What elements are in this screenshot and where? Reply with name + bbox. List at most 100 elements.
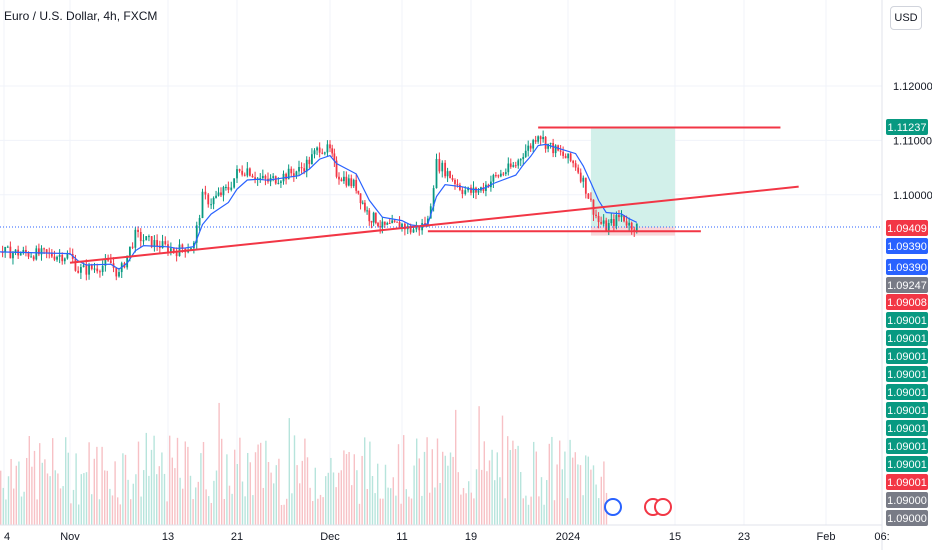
volume-bar xyxy=(353,454,355,525)
candle-body xyxy=(207,194,210,205)
volume-bar xyxy=(603,461,605,525)
volume-bar xyxy=(280,504,283,525)
candle-body xyxy=(167,244,169,253)
volume-bar xyxy=(270,472,272,525)
volume-bar xyxy=(176,437,179,525)
candle-body xyxy=(137,229,139,232)
volume-bar xyxy=(447,465,449,525)
volume-bar xyxy=(582,495,584,525)
candle-body xyxy=(562,151,565,156)
volume-bar xyxy=(98,499,101,525)
volume-bar xyxy=(262,487,264,525)
candle-body xyxy=(401,223,403,229)
candle-body xyxy=(27,252,30,257)
price-tag-label: 1.11237 xyxy=(888,122,927,134)
volume-bar xyxy=(405,489,407,525)
candle-body xyxy=(366,210,368,212)
candle-body xyxy=(572,160,575,164)
time-tick-label: Dec xyxy=(320,531,340,543)
time-tick-label: Nov xyxy=(60,531,80,543)
candle-body xyxy=(254,177,256,180)
volume-bar xyxy=(104,470,106,525)
candle-body xyxy=(451,178,454,180)
volume-bar xyxy=(124,454,127,525)
volume-bar xyxy=(382,498,384,525)
price-tag-label: 1.09247 xyxy=(887,280,927,292)
candle-body xyxy=(56,256,58,260)
candle-body xyxy=(338,176,340,180)
volume-bar xyxy=(465,493,467,525)
price-tag-box xyxy=(886,277,928,293)
volume-bar xyxy=(330,457,332,525)
volume-bar xyxy=(13,488,15,525)
candle-body xyxy=(178,244,181,257)
candle-body xyxy=(459,184,461,190)
candle-body xyxy=(175,251,178,257)
volume-bar xyxy=(499,477,501,525)
volume-bar xyxy=(83,473,85,525)
candle-body xyxy=(577,167,580,173)
volume-bar xyxy=(150,449,153,525)
price-tag-box xyxy=(886,220,928,236)
volume-bar xyxy=(33,450,36,525)
candle-body xyxy=(582,177,585,182)
volume-bar xyxy=(26,457,28,525)
volume-bar xyxy=(340,470,342,525)
candle-body xyxy=(370,221,373,223)
candle-body xyxy=(357,190,360,194)
candle-body xyxy=(225,186,227,188)
price-tag-label: 1.09001 xyxy=(887,315,927,327)
grid xyxy=(0,0,883,525)
volume-bar xyxy=(455,409,457,525)
volume-bar xyxy=(423,451,426,525)
volume-bar xyxy=(210,502,212,525)
time-tick-label: 15 xyxy=(669,531,681,543)
candle-body xyxy=(579,172,582,182)
candle-body xyxy=(595,214,597,216)
price-tag: 1.09390 xyxy=(886,238,928,254)
volume-bar xyxy=(18,461,20,525)
price-tag: 1.09000 xyxy=(886,492,928,508)
candle-body xyxy=(514,165,517,167)
volume-bar xyxy=(213,480,215,525)
volume-bar xyxy=(535,451,537,525)
candle-body xyxy=(22,249,25,254)
candle-body xyxy=(305,159,308,172)
candle-body xyxy=(446,171,449,177)
candle-body xyxy=(607,223,610,232)
candle-body xyxy=(569,153,572,161)
candle-body xyxy=(238,169,241,171)
volume-bar xyxy=(109,488,111,525)
candle-body xyxy=(574,163,577,168)
candle-body xyxy=(115,267,118,277)
candle-body xyxy=(359,193,362,204)
volume-bar xyxy=(228,485,231,525)
candle-body xyxy=(241,170,244,175)
candle-body xyxy=(90,265,93,269)
price-tag-box xyxy=(886,238,928,254)
volume-bar xyxy=(23,491,25,525)
volume-bar xyxy=(88,442,90,525)
price-tag-box xyxy=(886,402,928,418)
candle-body xyxy=(40,248,43,255)
volume-bar xyxy=(574,452,576,525)
volume-bars xyxy=(0,402,608,525)
candle-body xyxy=(333,153,336,161)
candle-body xyxy=(623,215,625,222)
candle-body xyxy=(527,145,530,151)
volume-bar xyxy=(468,481,470,525)
volume-bar xyxy=(572,457,574,525)
candle-body xyxy=(215,195,217,198)
currency-selector[interactable]: USD xyxy=(890,6,922,30)
candle-body xyxy=(96,268,99,272)
price-tick-label: 1.12000 xyxy=(893,81,932,93)
volume-bar xyxy=(67,452,69,525)
candle-body xyxy=(326,144,329,153)
volume-bar xyxy=(577,464,579,525)
candle-body xyxy=(274,176,277,184)
volume-bar xyxy=(221,438,223,525)
volume-bar xyxy=(496,452,498,525)
price-tag-box xyxy=(886,366,928,382)
candle-body xyxy=(30,256,33,258)
